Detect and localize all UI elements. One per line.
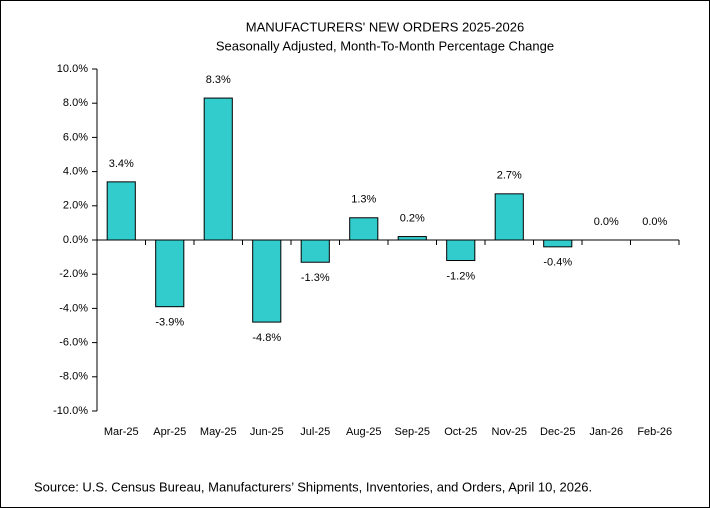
data-label: 2.7% (497, 170, 522, 182)
bar (203, 97, 233, 241)
x-tick-label: Sep-25 (395, 426, 430, 438)
x-tick-label: Jul-25 (300, 426, 330, 438)
bar (300, 239, 330, 263)
data-label: 0.0% (642, 216, 667, 228)
bar (252, 239, 282, 323)
y-tick-label: 0.0% (63, 234, 88, 246)
x-tick-label: Nov-25 (492, 426, 527, 438)
data-label: 1.3% (351, 194, 376, 206)
bar (543, 239, 573, 248)
bar (494, 193, 524, 241)
bar (446, 239, 476, 262)
x-tick-label: Oct-25 (444, 426, 477, 438)
data-label: -0.4% (543, 257, 572, 269)
x-tick-label: Mar-25 (104, 426, 139, 438)
x-tick-label: Apr-25 (153, 426, 186, 438)
y-tick-label: -6.0% (59, 337, 88, 349)
chart-subtitle: Seasonally Adjusted, Month-To-Month Perc… (216, 38, 554, 53)
source-note: Source: U.S. Census Bureau, Manufacturer… (34, 479, 592, 494)
bar (397, 236, 427, 241)
y-tick-label: 4.0% (63, 166, 88, 178)
x-tick-label: Aug-25 (346, 426, 381, 438)
y-tick-label: -8.0% (59, 371, 88, 383)
y-tick-label: 8.0% (63, 97, 88, 109)
x-tick-label: Jan-26 (589, 426, 623, 438)
bar (155, 239, 185, 308)
x-tick-label: Jun-25 (250, 426, 284, 438)
x-tick-label: Feb-26 (637, 426, 672, 438)
chart-title: MANUFACTURERS' NEW ORDERS 2025-2026 (246, 19, 524, 34)
y-tick-label: 6.0% (63, 131, 88, 143)
y-tick-label: 10.0% (57, 63, 88, 75)
data-label: 3.4% (109, 158, 134, 170)
bar (349, 217, 379, 241)
data-label: 0.0% (594, 216, 619, 228)
data-label: 8.3% (206, 74, 231, 86)
x-tick-label: May-25 (200, 426, 237, 438)
y-tick-label: 2.0% (63, 200, 88, 212)
x-tick-label: Dec-25 (540, 426, 575, 438)
data-label: -3.9% (155, 317, 184, 329)
data-label: -1.3% (301, 272, 330, 284)
data-label: -4.8% (252, 332, 281, 344)
bar (106, 181, 136, 241)
data-label: -1.2% (446, 270, 475, 282)
data-label: 0.2% (400, 212, 425, 224)
y-tick-label: -10.0% (53, 405, 88, 417)
y-tick-label: -4.0% (59, 302, 88, 314)
y-tick-label: -2.0% (59, 268, 88, 280)
